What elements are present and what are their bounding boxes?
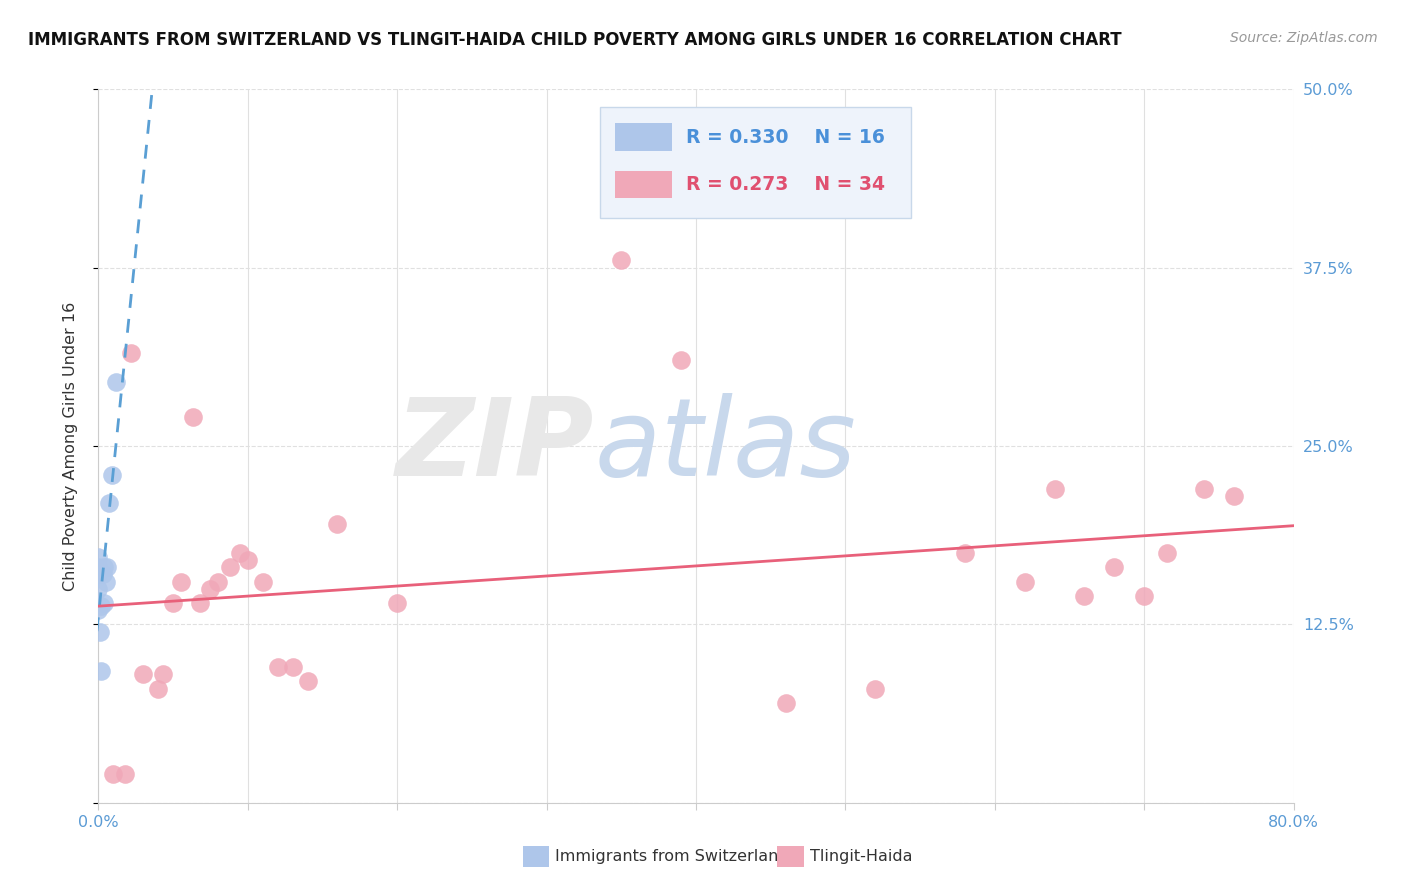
Text: ZIP: ZIP	[396, 393, 595, 499]
Point	[229, 546, 252, 560]
Point	[385, 596, 409, 610]
Point	[132, 667, 155, 681]
Point	[1104, 560, 1126, 574]
Point	[953, 546, 976, 560]
Point	[97, 496, 120, 510]
Text: Source: ZipAtlas.com: Source: ZipAtlas.com	[1230, 31, 1378, 45]
Point	[1073, 589, 1095, 603]
Point	[281, 660, 304, 674]
Point	[326, 517, 349, 532]
Point	[87, 560, 110, 574]
Point	[297, 674, 319, 689]
Point	[610, 253, 633, 268]
Point	[1156, 546, 1178, 560]
Text: Immigrants from Switzerland: Immigrants from Switzerland	[555, 849, 789, 863]
Point	[252, 574, 274, 589]
Point	[90, 665, 112, 679]
Point	[267, 660, 290, 674]
Text: Tlingit-Haida: Tlingit-Haida	[810, 849, 912, 863]
Point	[105, 375, 128, 389]
Point	[148, 681, 170, 696]
Bar	[778, 846, 804, 867]
Point	[87, 582, 110, 596]
Text: R = 0.330    N = 16: R = 0.330 N = 16	[686, 128, 886, 146]
Bar	[614, 123, 672, 151]
Point	[152, 667, 174, 681]
Point	[236, 553, 259, 567]
Point	[200, 582, 222, 596]
Point	[669, 353, 692, 368]
Point	[87, 567, 110, 582]
Point	[207, 574, 229, 589]
Bar	[614, 170, 672, 198]
Point	[1192, 482, 1215, 496]
Point	[87, 550, 110, 565]
Point	[1223, 489, 1246, 503]
Point	[93, 596, 115, 610]
Point	[94, 574, 117, 589]
Point	[1133, 589, 1156, 603]
Point	[101, 467, 124, 482]
Point	[1014, 574, 1036, 589]
Point	[219, 560, 242, 574]
Point	[865, 681, 887, 696]
Point	[120, 346, 142, 360]
Point	[162, 596, 184, 610]
Point	[775, 696, 797, 710]
Point	[103, 767, 125, 781]
Point	[87, 603, 110, 617]
Point	[188, 596, 211, 610]
Point	[90, 599, 112, 613]
Point	[1043, 482, 1066, 496]
Point	[114, 767, 136, 781]
Text: atlas: atlas	[595, 393, 856, 499]
Point	[169, 574, 191, 589]
Point	[181, 410, 204, 425]
Y-axis label: Child Poverty Among Girls Under 16: Child Poverty Among Girls Under 16	[63, 301, 77, 591]
Point	[96, 560, 118, 574]
Point	[89, 624, 111, 639]
Point	[91, 567, 114, 582]
Text: R = 0.273    N = 34: R = 0.273 N = 34	[686, 175, 886, 194]
Text: IMMIGRANTS FROM SWITZERLAND VS TLINGIT-HAIDA CHILD POVERTY AMONG GIRLS UNDER 16 : IMMIGRANTS FROM SWITZERLAND VS TLINGIT-H…	[28, 31, 1122, 49]
Bar	[523, 846, 548, 867]
FancyBboxPatch shape	[600, 107, 911, 218]
Point	[93, 560, 115, 574]
